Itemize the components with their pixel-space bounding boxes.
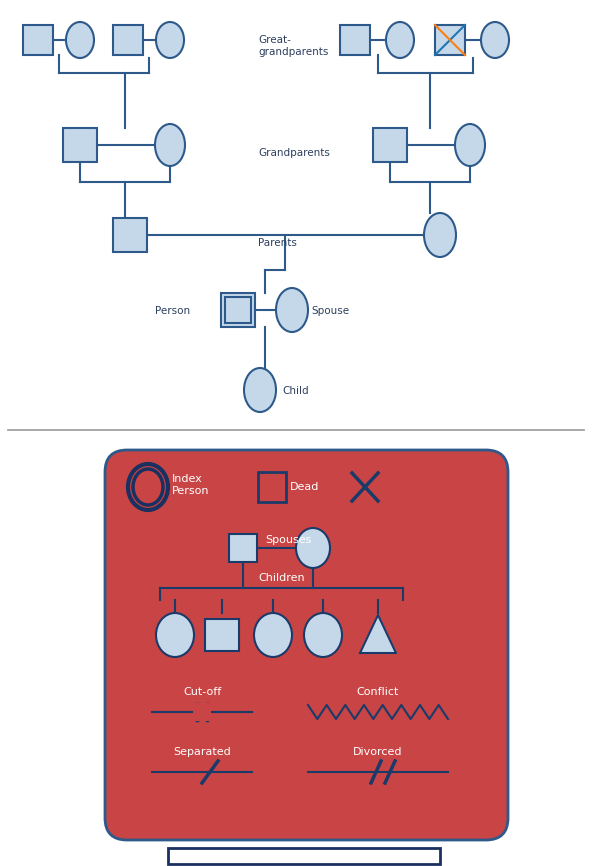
Text: Spouse: Spouse bbox=[311, 306, 349, 316]
Bar bbox=[63, 128, 97, 162]
Bar bbox=[221, 293, 255, 327]
Ellipse shape bbox=[481, 22, 509, 58]
Bar bbox=[435, 25, 465, 55]
Ellipse shape bbox=[156, 613, 194, 657]
Ellipse shape bbox=[424, 213, 456, 257]
Text: Children: Children bbox=[258, 573, 305, 583]
Bar bbox=[229, 534, 257, 562]
Bar bbox=[113, 25, 143, 55]
Bar bbox=[258, 472, 286, 502]
Text: Index
Person: Index Person bbox=[172, 474, 210, 496]
Ellipse shape bbox=[156, 22, 184, 58]
Bar bbox=[23, 25, 53, 55]
Text: Parents: Parents bbox=[258, 238, 297, 248]
Ellipse shape bbox=[244, 368, 276, 412]
Ellipse shape bbox=[386, 22, 414, 58]
Text: Divorced: Divorced bbox=[353, 747, 403, 757]
Bar bbox=[205, 619, 239, 651]
Bar bbox=[373, 128, 407, 162]
Ellipse shape bbox=[254, 613, 292, 657]
Ellipse shape bbox=[296, 528, 330, 568]
Bar bbox=[168, 848, 440, 864]
Ellipse shape bbox=[155, 124, 185, 166]
Text: Smith Family Genogram: Smith Family Genogram bbox=[229, 850, 379, 863]
Ellipse shape bbox=[66, 22, 94, 58]
Ellipse shape bbox=[304, 613, 342, 657]
Bar bbox=[113, 218, 147, 252]
Bar bbox=[225, 297, 251, 323]
Text: Grandparents: Grandparents bbox=[258, 148, 330, 158]
Bar bbox=[340, 25, 370, 55]
Polygon shape bbox=[360, 615, 396, 653]
Text: Spouses: Spouses bbox=[265, 535, 311, 545]
Ellipse shape bbox=[276, 288, 308, 332]
Text: Separated: Separated bbox=[173, 747, 231, 757]
Text: Cut-off: Cut-off bbox=[183, 687, 221, 697]
Text: Dead: Dead bbox=[290, 482, 319, 492]
Text: Great-
grandparents: Great- grandparents bbox=[258, 35, 329, 57]
Ellipse shape bbox=[455, 124, 485, 166]
Text: Conflict: Conflict bbox=[357, 687, 399, 697]
Bar bbox=[193, 703, 211, 721]
Text: Person: Person bbox=[155, 306, 190, 316]
FancyBboxPatch shape bbox=[105, 450, 508, 840]
Text: Child: Child bbox=[282, 386, 308, 396]
